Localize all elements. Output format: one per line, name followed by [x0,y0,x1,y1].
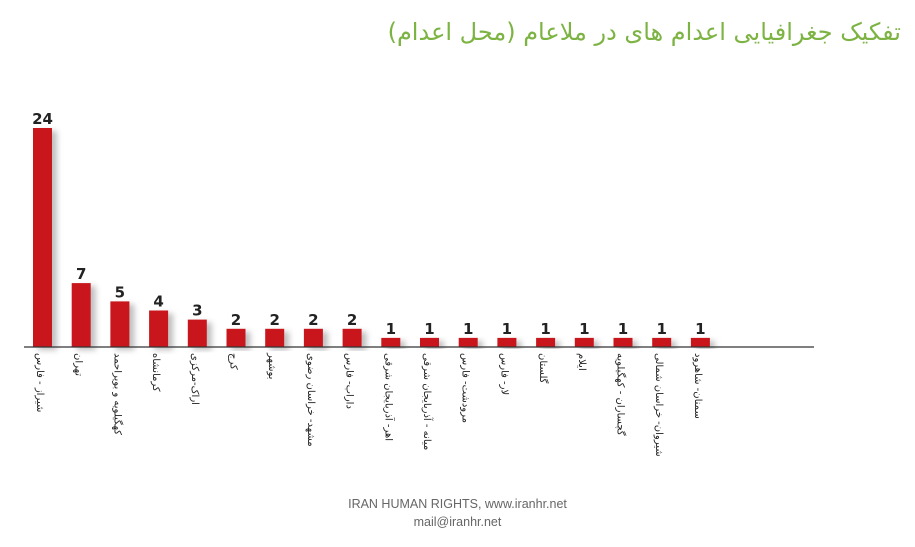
value-label: 1 [424,320,434,338]
value-label: 7 [76,265,86,283]
value-label: 1 [618,320,628,338]
bar [33,128,52,347]
bar [574,337,594,347]
bar [652,337,672,347]
value-label: 24 [32,110,53,128]
category-label: بوشهر [266,352,277,379]
category-label: گچساران - کهگیلویه [615,353,627,436]
category-label: اراک-مرکزی [189,353,200,405]
bar [381,337,401,347]
bar [536,337,556,347]
bar [613,337,633,347]
bar [303,328,323,348]
category-labels-group: شیراز - فارس تهران کهگیلویه و بویراحمد کرما… [34,352,703,457]
category-label: کهگیلویه و بویراحمد [111,353,123,435]
bar [110,301,130,347]
bar [71,283,91,347]
value-label: 1 [386,320,396,338]
value-label: 1 [656,320,666,338]
category-label: داراب- فارس [344,353,355,409]
category-label: ایلام [576,353,587,371]
bar [342,328,362,348]
bar [149,310,169,347]
bar [497,337,517,347]
value-label: 2 [308,311,318,329]
category-label: تهران [73,353,84,376]
bars-group [33,128,710,348]
category-label: مرودشت- فارس [460,353,471,423]
bar [690,337,710,347]
category-label: کرج [228,353,239,370]
value-label: 5 [115,283,125,301]
value-label: 2 [231,311,241,329]
value-label: 2 [269,311,279,329]
bar [226,328,246,348]
value-label: 1 [502,320,512,338]
category-label: لار- فارس [498,353,509,395]
value-label: 1 [695,320,705,338]
category-label: سمنان- شاهرود [692,353,703,419]
value-label: 1 [463,320,473,338]
bar [187,319,207,347]
value-label: 3 [192,302,202,320]
chart-title: تفکیک جغرافیایی اعدام های در ملاعام (محل… [387,18,901,46]
category-label: میانه - آذربایجان شرقی [421,353,434,450]
value-label: 4 [153,293,163,311]
category-label: کرمانشاه [150,353,161,392]
category-label: گلستان [537,353,549,384]
value-labels-group: 24 7 5 4 3 2 2 2 2 1 1 1 1 1 1 1 1 1 [32,110,706,338]
bar [458,337,478,347]
bar [420,337,439,347]
category-label: اهر- آذربایجان شرقی [382,353,395,441]
value-label: 2 [347,311,357,329]
footer-credit: IRAN HUMAN RIGHTS, www.iranhr.net [348,497,567,511]
value-label: 1 [579,320,589,338]
value-label: 1 [540,320,550,338]
footer-email: mail@iranhr.net [413,515,502,529]
category-label: شیروان- خراسان شمالی [653,353,664,457]
category-label: مشهد- خراسان رضوی [305,353,316,447]
bar [265,328,285,348]
category-label: شیراز - فارس [34,353,45,412]
